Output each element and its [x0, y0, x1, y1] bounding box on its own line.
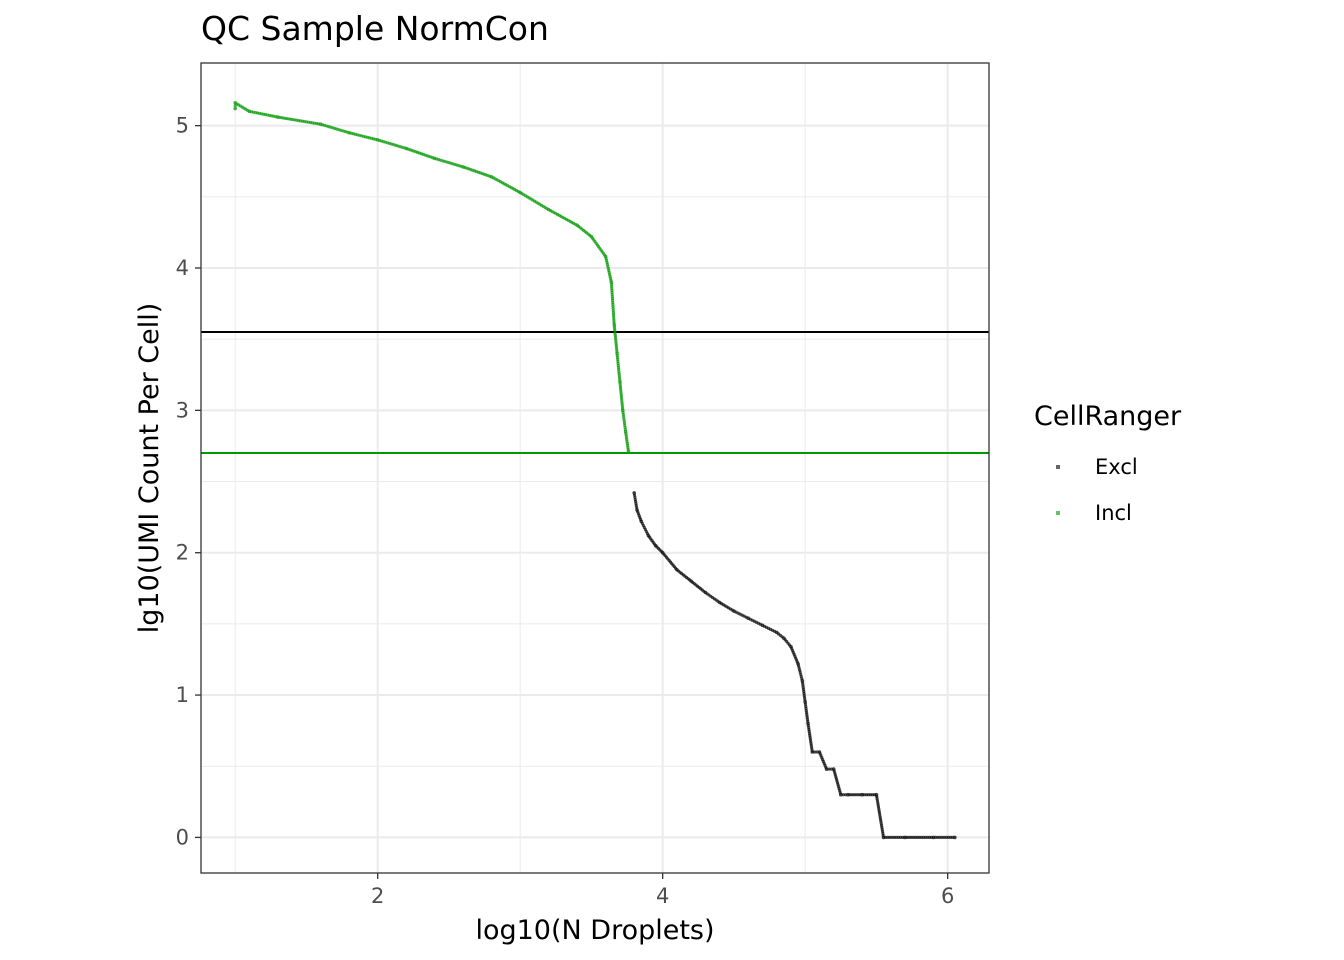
- chart-title: QC Sample NormCon: [201, 9, 549, 48]
- x-axis-title: log10(N Droplets): [475, 915, 714, 946]
- threshold-lines: [201, 331, 989, 455]
- data-point: [233, 106, 237, 111]
- data-point-trace: [841, 793, 845, 797]
- series-incl: [233, 101, 631, 454]
- data-point: [839, 792, 843, 797]
- y-tick-label: 0: [176, 825, 189, 849]
- x-tick-label: 4: [656, 884, 669, 908]
- data-point: [810, 750, 815, 754]
- legend-label-excl: Excl: [1095, 455, 1138, 479]
- plot-border: [200, 62, 990, 874]
- legend-key-excl: [1056, 465, 1060, 469]
- legend-key-incl: [1056, 511, 1060, 515]
- plot-panel: [201, 63, 989, 873]
- legend-title: CellRanger: [1034, 401, 1182, 432]
- y-axis-ticks: 0 1 2 3 4 5: [176, 114, 201, 849]
- data-point: [953, 835, 957, 840]
- y-tick-label: 3: [176, 398, 189, 422]
- y-axis-title: lg10(UMI Count Per Cell): [134, 303, 165, 634]
- y-tick-label: 2: [176, 541, 189, 565]
- y-tick-label: 1: [176, 683, 189, 707]
- grid-lines: [201, 63, 989, 873]
- x-axis-ticks: 2 4 6: [371, 873, 954, 908]
- legend: CellRanger Excl Incl: [1034, 401, 1182, 525]
- x-tick-label: 2: [371, 884, 384, 908]
- x-tick-label: 6: [941, 884, 954, 908]
- y-tick-label: 5: [176, 114, 189, 138]
- data-point: [824, 767, 829, 771]
- data-point-trace: [813, 750, 817, 754]
- legend-label-incl: Incl: [1095, 501, 1132, 525]
- data-points: [233, 101, 957, 840]
- y-tick-label: 4: [176, 256, 189, 280]
- data-point: [626, 449, 631, 454]
- data-point-trace: [827, 767, 831, 771]
- series-excl: [632, 491, 957, 840]
